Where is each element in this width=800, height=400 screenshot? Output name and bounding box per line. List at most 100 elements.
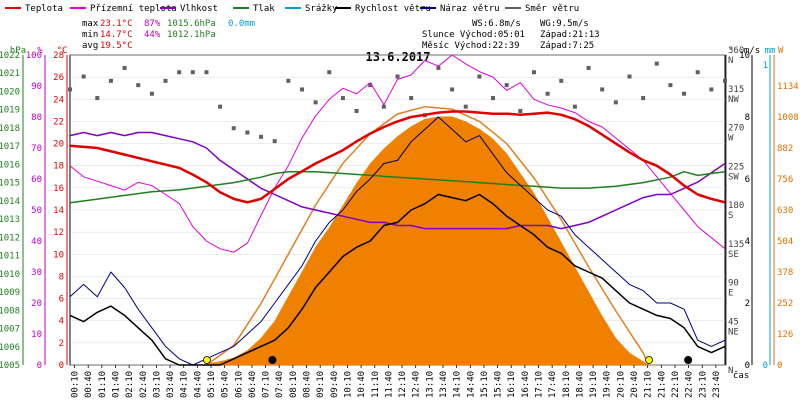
stat-gust: WG:9.5m/s (540, 19, 589, 29)
pressure-tick-label: 1006 (0, 343, 20, 353)
wind-direction-point (313, 100, 318, 105)
pressure-tick-label: 1011 (0, 252, 20, 262)
pressure-tick-label: 1007 (0, 325, 20, 335)
x-tick-label: 17:10 (535, 371, 545, 398)
wind-direction-point (272, 139, 277, 144)
wind-gust-line (69, 116, 726, 366)
stats-block: max 23.1°C 87% 1015.6hPa 0.0mm min 14.7°… (82, 19, 600, 51)
solar-tick-label: 378 (777, 268, 793, 278)
temperature-tick-label: 14 (53, 206, 64, 216)
wind-direction-point (327, 70, 332, 75)
wind-direction-point (450, 87, 455, 92)
direction-tick-compass: W (728, 134, 734, 144)
x-axis-unit-label: čas (733, 370, 749, 381)
x-tick-label: 06:40 (248, 371, 258, 398)
wind-direction-point (149, 91, 154, 96)
legend-label: Směr větru (525, 4, 579, 14)
direction-tick-compass: S (728, 211, 733, 221)
stat-sun: Slunce Východ:05:01 (422, 30, 525, 40)
stat-max-label: max (82, 19, 99, 29)
humidity-tick-label: 10 (31, 330, 42, 340)
chart-title: 13.6.2017 (365, 50, 430, 64)
direction-axis-unit: ° (728, 46, 733, 56)
wind-direction-point (545, 91, 550, 96)
wind-direction-point (600, 87, 605, 92)
x-tick-label: 10:40 (357, 371, 367, 398)
stat-wind: WS:6.8m/s (472, 19, 521, 29)
x-tick-label: 21:40 (657, 371, 667, 398)
humidity-tick-label: 60 (31, 175, 42, 185)
series-lines (69, 54, 726, 366)
humidity-tick-label: 80 (31, 113, 42, 123)
x-tick-label: 14:10 (453, 371, 463, 398)
legend: Teplota Přízemní teplota Vlhkost Tlak Srážky… (5, 4, 579, 14)
wind-direction-point (709, 87, 714, 92)
wind-direction-point (95, 96, 100, 101)
wind-tick-label: 10 (739, 51, 750, 61)
direction-tick-compass: NW (728, 95, 739, 105)
x-tick-label: 19:40 (603, 371, 613, 398)
pressure-tick-label: 1022 (0, 51, 20, 61)
wind-direction-point (572, 104, 577, 109)
x-tick-label: 14:40 (466, 371, 476, 398)
x-tick-label: 09:40 (330, 371, 340, 398)
wind-direction-point (477, 74, 482, 79)
x-tick-label: 04:10 (180, 371, 190, 398)
temperature-tick-label: 16 (53, 184, 64, 194)
pressure-tick-label: 1005 (0, 361, 20, 371)
moonrise-marker (684, 356, 693, 364)
solar-axis-unit: W (778, 46, 784, 56)
right-axes: °N45NE90E135SE180S225SW270W315NW360Nm/s0… (725, 46, 799, 376)
x-tick-label: 20:10 (616, 371, 626, 398)
x-tick-label: 02:10 (125, 371, 135, 398)
rain-axis-unit: mm (765, 46, 776, 56)
wind-direction-point (122, 65, 127, 70)
solar-tick-label: 1008 (777, 113, 799, 123)
direction-tick-degree: 45 (728, 317, 739, 327)
x-axis: 00:10 00:40 01:10 01:40 02:10 02:40 03:10 03:40… (71, 365, 722, 398)
temperature-tick-label: 8 (59, 272, 64, 282)
pressure-tick-label: 1012 (0, 233, 20, 243)
wind-direction-point (409, 96, 414, 101)
pressure-tick-label: 1013 (0, 215, 20, 225)
wind-direction-point (436, 65, 441, 70)
wind-speed-line (69, 193, 726, 366)
wind-direction-point (68, 87, 72, 92)
x-tick-label: 12:40 (412, 371, 422, 398)
pressure-tick-label: 1019 (0, 106, 20, 116)
temperature-tick-label: 0 (59, 361, 64, 371)
pressure-axis-unit: hPa (10, 46, 26, 56)
wind-direction-point (613, 100, 618, 105)
pressure-tick-label: 1010 (0, 270, 20, 280)
x-tick-label: 21:10 (644, 371, 654, 398)
solar-tick-label: 756 (777, 175, 793, 185)
stat-min-temp: 14.7°C (100, 30, 133, 40)
wind-tick-label: 6 (745, 175, 750, 185)
solar-tick-label: 630 (777, 206, 793, 216)
wind-direction-point (245, 130, 250, 135)
solar-tick-label: 252 (777, 299, 793, 309)
humidity-tick-label: 0 (37, 361, 42, 371)
legend-label: Vlhkost (180, 4, 218, 14)
wind-direction-point (504, 83, 509, 88)
wind-direction-point (368, 83, 373, 88)
wind-tick-label: 8 (745, 113, 750, 123)
wind-direction-point (682, 91, 687, 96)
legend-label: Srážky (305, 4, 338, 14)
stat-max-temp: 23.1°C (100, 19, 133, 29)
wind-tick-label: 2 (745, 299, 750, 309)
x-tick-label: 23:10 (698, 371, 708, 398)
temperature-tick-label: 24 (53, 95, 64, 105)
x-tick-label: 12:10 (398, 371, 408, 398)
legend-label: Tlak (253, 4, 275, 14)
solar-tick-label: 1134 (777, 82, 799, 92)
stat-moon: Měsíc Východ:22:39 (422, 41, 520, 51)
pressure-tick-label: 1009 (0, 288, 20, 298)
solar-radiation-area (201, 116, 649, 365)
direction-tick-degree: 270 (728, 124, 744, 134)
wind-direction-point (381, 104, 386, 109)
wind-direction-point (586, 65, 591, 70)
x-tick-label: 18:10 (562, 371, 572, 398)
wind-direction-point (531, 70, 536, 75)
